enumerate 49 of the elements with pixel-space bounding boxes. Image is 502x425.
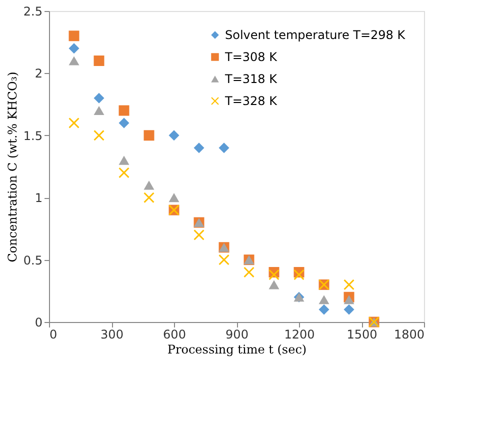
point xyxy=(118,156,130,165)
legend-label: Solvent temperature T=298 K xyxy=(225,28,406,42)
point xyxy=(118,167,130,178)
point xyxy=(168,193,180,202)
point xyxy=(94,130,104,141)
x-axis-title: Processing time t (sec) xyxy=(167,342,307,356)
point xyxy=(144,130,154,141)
point xyxy=(218,142,230,154)
y-axis-title: Concentration C (wt.% KHCO₃) xyxy=(5,72,20,262)
point xyxy=(68,43,80,54)
point xyxy=(194,142,204,154)
point xyxy=(318,304,330,315)
x-tick-label: 1200 xyxy=(284,328,315,342)
point xyxy=(168,130,180,141)
point xyxy=(318,295,330,304)
legend-label: T=318 K xyxy=(224,72,278,86)
x-tick-label: 0 xyxy=(50,328,58,342)
point xyxy=(94,106,104,116)
legend-label: T=308 K xyxy=(224,50,278,64)
point xyxy=(218,254,230,266)
point xyxy=(344,304,354,315)
y-tick-label: 2.5 xyxy=(23,4,42,18)
point xyxy=(344,279,354,290)
x-tick-label: 1800 xyxy=(394,328,424,342)
x-tick-label: 900 xyxy=(226,328,248,342)
y-tick-label: 1 xyxy=(34,191,42,206)
point xyxy=(144,192,154,203)
legend-label: T=328 K xyxy=(224,94,278,108)
point xyxy=(94,92,104,104)
point xyxy=(68,56,80,66)
y-tick-label: 0.5 xyxy=(23,253,42,268)
point xyxy=(68,30,80,42)
y-tick-label: 0 xyxy=(34,316,42,330)
point xyxy=(118,105,130,116)
point xyxy=(194,230,204,240)
point xyxy=(344,295,354,304)
point xyxy=(268,269,280,280)
point xyxy=(68,118,80,128)
point xyxy=(144,180,154,190)
point xyxy=(268,280,280,290)
point xyxy=(118,118,130,128)
x-tick-label: 1500 xyxy=(346,328,378,342)
y-tick-label: 2 xyxy=(34,66,42,81)
y-tick-label: 1.5 xyxy=(23,128,42,143)
x-tick-label: 300 xyxy=(100,328,124,342)
point xyxy=(244,266,254,278)
point xyxy=(294,269,304,280)
point xyxy=(94,56,104,66)
x-tick-label: 600 xyxy=(163,328,186,342)
